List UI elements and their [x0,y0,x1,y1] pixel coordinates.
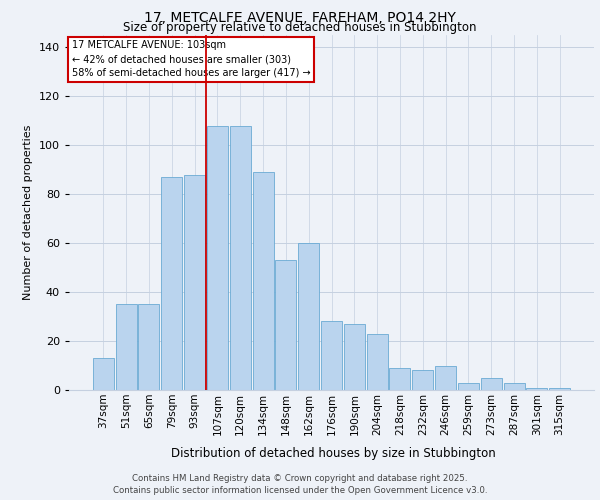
Bar [321,322,342,390]
Bar [161,177,182,390]
Bar [116,304,137,390]
Bar [253,172,274,390]
Bar [93,358,114,390]
Text: 17 METCALFE AVENUE: 103sqm
← 42% of detached houses are smaller (303)
58% of sem: 17 METCALFE AVENUE: 103sqm ← 42% of deta… [71,40,310,78]
Bar [344,324,365,390]
Bar [458,382,479,390]
Bar [412,370,433,390]
Text: Distribution of detached houses by size in Stubbington: Distribution of detached houses by size … [170,448,496,460]
Text: Contains HM Land Registry data © Crown copyright and database right 2025.
Contai: Contains HM Land Registry data © Crown c… [113,474,487,495]
Y-axis label: Number of detached properties: Number of detached properties [23,125,33,300]
Text: 17, METCALFE AVENUE, FAREHAM, PO14 2HY: 17, METCALFE AVENUE, FAREHAM, PO14 2HY [144,11,456,25]
Bar [503,382,524,390]
Text: Size of property relative to detached houses in Stubbington: Size of property relative to detached ho… [123,22,477,35]
Bar [230,126,251,390]
Bar [481,378,502,390]
Bar [389,368,410,390]
Bar [298,243,319,390]
Bar [435,366,456,390]
Bar [275,260,296,390]
Bar [139,304,160,390]
Bar [207,126,228,390]
Bar [184,174,205,390]
Bar [549,388,570,390]
Bar [367,334,388,390]
Bar [526,388,547,390]
